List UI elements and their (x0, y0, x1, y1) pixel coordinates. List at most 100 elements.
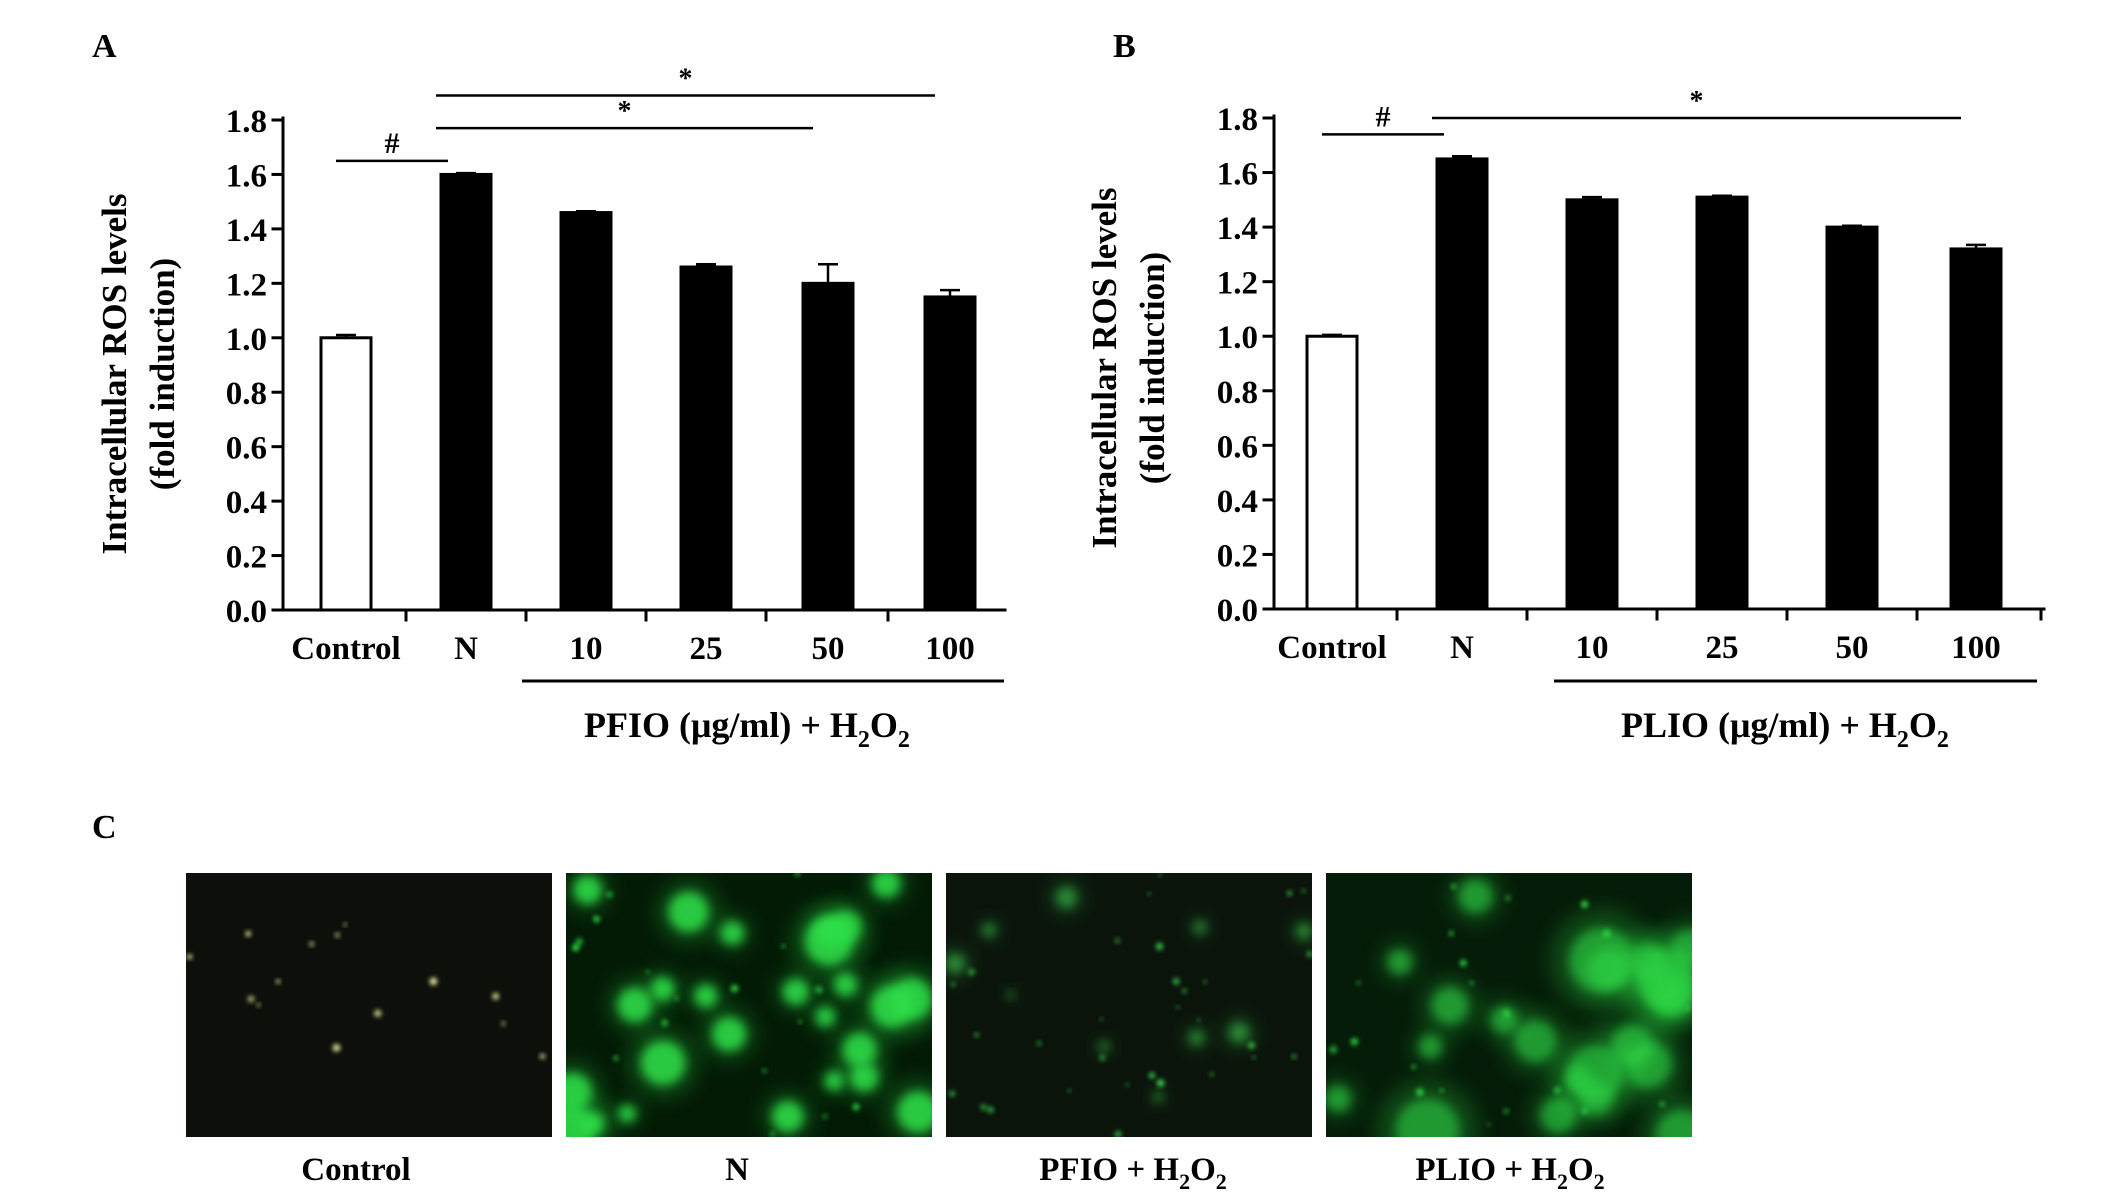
cell (618, 1104, 636, 1123)
chart-a-ytick-label: 1.2 (226, 267, 267, 303)
fluorescent-dot (1469, 981, 1474, 986)
chart-a-group-label-mid: O (870, 705, 898, 745)
fluorescent-dot (645, 969, 650, 974)
fluorescent-dot (343, 923, 347, 927)
chart-b-ytick-label: 1.6 (1217, 157, 1258, 193)
fluorescent-dot (606, 891, 613, 898)
chart-a-bar (679, 265, 733, 612)
fluorescent-dot (1580, 900, 1589, 908)
chart-b-significance-symbol: * (1690, 86, 1704, 117)
cell (982, 923, 996, 937)
chart-a-xtick-label: 50 (812, 631, 845, 667)
fluorescent-dot (572, 943, 580, 952)
fluorescent-dot (781, 944, 786, 949)
chart-b-ylabel: Intracellular ROS levels (fold induction… (1085, 188, 1172, 549)
micrograph-background (186, 873, 552, 1137)
chart-b-ytick-label: 0.8 (1217, 375, 1258, 411)
cell (772, 1101, 804, 1133)
chart-b-ytick-label: 1.0 (1217, 320, 1258, 356)
cell (1611, 1024, 1653, 1067)
cell (720, 921, 745, 945)
chart-a-bar (559, 211, 613, 612)
micrograph-plio-h2o2 (1326, 873, 1692, 1137)
fluorescent-dot (613, 1055, 619, 1061)
chart-a-group-label-sub2: 2 (898, 727, 910, 753)
chart-b-ylabel-line2: (fold induction) (1133, 252, 1172, 484)
fluorescent-dot (332, 1043, 341, 1052)
chart-a-bar (439, 172, 493, 612)
fluorescent-dot (794, 873, 800, 877)
cell (842, 1032, 877, 1067)
chart-a-bar (319, 336, 373, 612)
fluorescent-dot (1306, 950, 1312, 958)
fluorescent-dot (1287, 890, 1293, 896)
fluorescent-dot (247, 995, 255, 1003)
chart-b-ytick-label: 1.8 (1217, 102, 1258, 138)
fluorescent-dot (1100, 1017, 1104, 1021)
fluorescent-dot (1487, 1122, 1491, 1126)
chart-a-ytick-label: 1.4 (226, 213, 267, 249)
fluorescent-dot (1203, 980, 1207, 984)
chart-a: Intracellular ROS levels (fold induction… (95, 64, 1007, 753)
fluorescent-dot (335, 932, 340, 938)
chart-a-group-label-sub1: 2 (858, 727, 870, 753)
fluorescent-dot (1158, 873, 1162, 877)
cell (566, 1105, 596, 1137)
chart-a-ytick-label: 1.0 (226, 322, 267, 358)
chart-b-bar (1435, 157, 1489, 611)
chart-a-ytick-label: 1.6 (226, 158, 267, 194)
micrograph-label-pfio-h2o2: PFIO + H2O2 (1039, 1152, 1226, 1193)
fluorescent-dot (1036, 1040, 1042, 1046)
chart-a-significance-symbol: * (679, 64, 693, 95)
cell (1458, 879, 1493, 913)
chart-b-xtick-label: Control (1277, 630, 1386, 666)
fluorescent-dot (1114, 938, 1121, 944)
fluorescent-dot (1148, 1072, 1156, 1079)
fluorescent-dot (986, 1106, 994, 1114)
micrograph-n (566, 873, 932, 1137)
cell (1056, 887, 1077, 908)
chart-b-bar (1565, 198, 1619, 611)
fluorescent-dot (1439, 1088, 1444, 1093)
cell (782, 978, 809, 1005)
chart-b-xtick-label: 25 (1706, 630, 1739, 666)
chart-b-xtick-label: N (1450, 630, 1474, 666)
chart-a-xtick-label: 100 (925, 631, 975, 667)
fluorescent-dot (1197, 1018, 1201, 1022)
cell (1656, 1109, 1692, 1137)
micrograph-label-plio-h2o2: PLIO + H2O2 (1415, 1152, 1604, 1193)
fluorescent-dot (1411, 1064, 1416, 1070)
cell (824, 1071, 844, 1091)
chart-b-group-label-sub2: 2 (1937, 727, 1949, 753)
cell (946, 953, 965, 974)
fluorescent-dot (309, 941, 314, 947)
fluorescent-dot (1415, 1088, 1424, 1097)
chart-b-bar (1825, 225, 1879, 611)
fluorescent-dot (1156, 1079, 1165, 1087)
chart-a-xtick-label: Control (291, 631, 400, 667)
fluorescent-dot (1301, 889, 1306, 893)
cell (1588, 949, 1629, 989)
chart-b-xtick-label: 100 (1951, 630, 2001, 666)
fluorescent-dot (814, 985, 823, 994)
chart-a-ylabel-line2: (fold induction) (143, 258, 182, 490)
fluorescent-dot (1502, 1009, 1511, 1018)
fluorescent-dot (1067, 1089, 1071, 1093)
cell (1490, 1006, 1518, 1033)
cell (897, 1091, 932, 1133)
fluorescent-dot (1581, 1107, 1589, 1115)
fluorescent-dot (1291, 1054, 1297, 1059)
micrograph-label-n: N (725, 1152, 749, 1188)
cell (1098, 1041, 1110, 1052)
fluorescent-dot (1503, 1108, 1509, 1114)
panel-label-c: C (92, 809, 117, 846)
panel-label-a: A (92, 28, 117, 65)
cell (712, 1017, 746, 1052)
fluorescent-dot (762, 1068, 767, 1074)
fluorescent-dot (1247, 1041, 1256, 1050)
chart-b-significance-symbol: # (1376, 100, 1391, 133)
cell (1326, 1085, 1351, 1112)
chart-a-ytick-label: 0.6 (226, 431, 267, 467)
cell (1229, 1022, 1250, 1043)
